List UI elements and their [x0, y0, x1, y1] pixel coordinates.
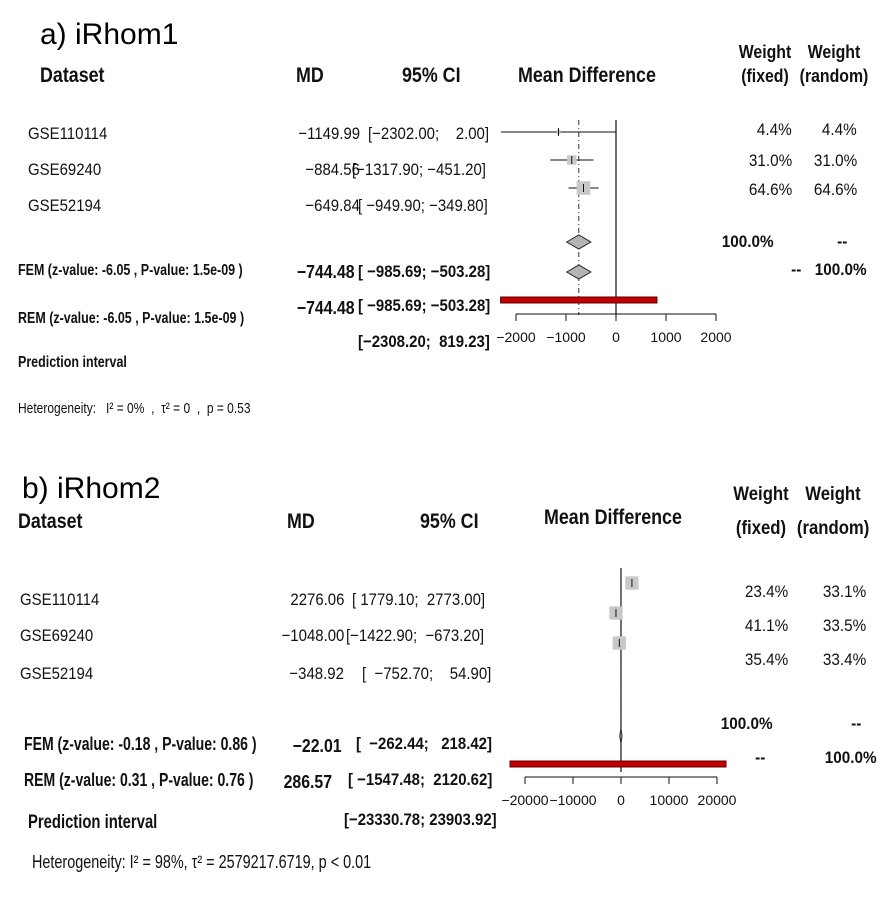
x-tick-label: −1000 — [546, 329, 586, 345]
study-weight-random: 33.4% — [822, 650, 866, 669]
prediction-label: Prediction interval — [18, 354, 127, 371]
study-weight-fixed: 23.4% — [744, 582, 788, 601]
x-tick-label: 0 — [612, 329, 620, 345]
fem-weight-random: -- — [836, 232, 847, 251]
header-md: MD — [296, 64, 324, 87]
x-tick-label: 20000 — [698, 792, 737, 808]
study-name: GSE52194 — [28, 196, 102, 215]
fem-diamond — [619, 728, 623, 744]
header-mean-difference: Mean Difference — [544, 506, 682, 529]
fem-label: FEM (z-value: -0.18 , P-value: 0.86 ) — [24, 734, 257, 754]
header-weight-fixed: Weight (fixed) — [733, 484, 789, 539]
rem-ci: [ −1547.48; 2120.62] — [348, 770, 493, 789]
study-weight-fixed: 4.4% — [757, 120, 792, 139]
panel-title: b) iRhom2 — [22, 472, 161, 505]
fem-ci: [ −262.44; 218.42] — [356, 734, 492, 753]
study-md: −348.92 — [289, 664, 344, 683]
study-md: −884.56 — [305, 160, 360, 179]
rem-weight-fixed: -- — [790, 260, 801, 279]
study-weight-random: 4.4% — [822, 120, 857, 139]
study-ci: [−1422.90; −673.20] — [346, 626, 485, 645]
rem-ci: [ −985.69; −503.28] — [358, 296, 491, 315]
fem-md: −744.48 — [297, 262, 355, 282]
x-tick-label: 0 — [617, 792, 625, 808]
study-weight-random: 64.6% — [813, 180, 857, 199]
study-weight-fixed: 31.0% — [748, 151, 792, 170]
study-weight-random: 31.0% — [813, 151, 857, 170]
rem-weight-random: 100.0% — [825, 748, 877, 767]
rem-label: REM (z-value: -6.05 , P-value: 1.5e-09 ) — [18, 310, 245, 327]
study-name: GSE110114 — [28, 124, 108, 143]
x-tick-label: −10000 — [549, 792, 596, 808]
prediction-ci: [−23330.78; 23903.92] — [344, 810, 497, 829]
header-dataset: Dataset — [18, 510, 83, 533]
fem-label: FEM (z-value: -6.05 , P-value: 1.5e-09 ) — [18, 262, 243, 279]
study-md: −1048.00 — [281, 626, 344, 645]
rem-weight-fixed: -- — [754, 748, 765, 767]
header-ci: 95% CI — [402, 64, 461, 87]
study-ci: [−1317.90; −451.20] — [352, 160, 486, 179]
study-md: 2276.06 — [289, 590, 344, 609]
prediction-interval-bar — [500, 296, 658, 304]
rem-md: 286.57 — [283, 772, 332, 792]
x-tick-label: 10000 — [650, 792, 689, 808]
forest-panel-irhom2: b) iRhom2 Dataset MD 95% CI Mean Differe… — [0, 460, 883, 901]
fem-weight-random: -- — [850, 714, 861, 733]
prediction-interval-bar — [509, 760, 727, 768]
fem-weight-fixed: 100.0% — [721, 714, 773, 733]
header-weight-random: Weight (random) — [796, 484, 870, 539]
header-weight-random: Weight (random) — [799, 42, 869, 86]
study-ci: [ 1779.10; 2773.00] — [352, 590, 486, 609]
fem-diamond — [565, 264, 592, 280]
study-name: GSE69240 — [20, 626, 94, 645]
x-tick-label: −2000 — [496, 329, 536, 345]
rem-md: −744.48 — [297, 298, 355, 318]
study-weight-fixed: 64.6% — [748, 180, 792, 199]
study-name: GSE110114 — [20, 590, 100, 609]
study-ci: [−2302.00; 2.00] — [368, 124, 490, 143]
rem-label: REM (z-value: 0.31 , P-value: 0.76 ) — [24, 770, 254, 790]
study-name: GSE69240 — [28, 160, 102, 179]
prediction-label: Prediction interval — [28, 812, 158, 833]
forest-panel-irhom1: a) iRhom1 Dataset MD 95% CI Mean Differe… — [0, 0, 883, 450]
rem-weight-random: 100.0% — [815, 260, 867, 279]
rem-diamond — [565, 234, 592, 250]
fem-weight-fixed: 100.0% — [722, 232, 774, 251]
forest-plot-area: −2000 −1000 0 1000 2000 — [496, 120, 732, 345]
header-mean-difference: Mean Difference — [518, 64, 656, 87]
fem-ci: [ −985.69; −503.28] — [358, 262, 491, 281]
study-weight-fixed: 41.1% — [744, 616, 788, 635]
x-tick-label: 1000 — [650, 329, 681, 345]
heterogeneity-text: Heterogeneity: I² = 0% , τ² = 0 , p = 0.… — [18, 400, 251, 417]
prediction-ci: [−2308.20; 819.23] — [358, 332, 490, 351]
x-tick-label: −20000 — [501, 792, 548, 808]
study-weight-random: 33.1% — [822, 582, 866, 601]
study-ci: [ −949.90; −349.80] — [358, 196, 488, 215]
study-weight-fixed: 35.4% — [744, 650, 788, 669]
study-name: GSE52194 — [20, 664, 94, 683]
study-ci: [ −752.70; 54.90] — [362, 664, 492, 683]
heterogeneity-text: Heterogeneity: I² = 98%, τ² = 2579217.67… — [32, 852, 372, 872]
study-weight-random: 33.5% — [822, 616, 866, 635]
panel-title: a) iRhom1 — [40, 18, 179, 51]
header-ci: 95% CI — [420, 510, 479, 533]
header-md: MD — [287, 510, 315, 533]
x-tick-label: 2000 — [700, 329, 731, 345]
study-md: −649.84 — [305, 196, 360, 215]
header-weight-fixed: Weight (fixed) — [738, 42, 792, 86]
header-dataset: Dataset — [40, 64, 105, 87]
forest-plot-area: −20000 −10000 0 10000 20000 — [501, 568, 737, 808]
study-md: −1149.99 — [298, 124, 360, 143]
fem-md: −22.01 — [293, 736, 342, 756]
